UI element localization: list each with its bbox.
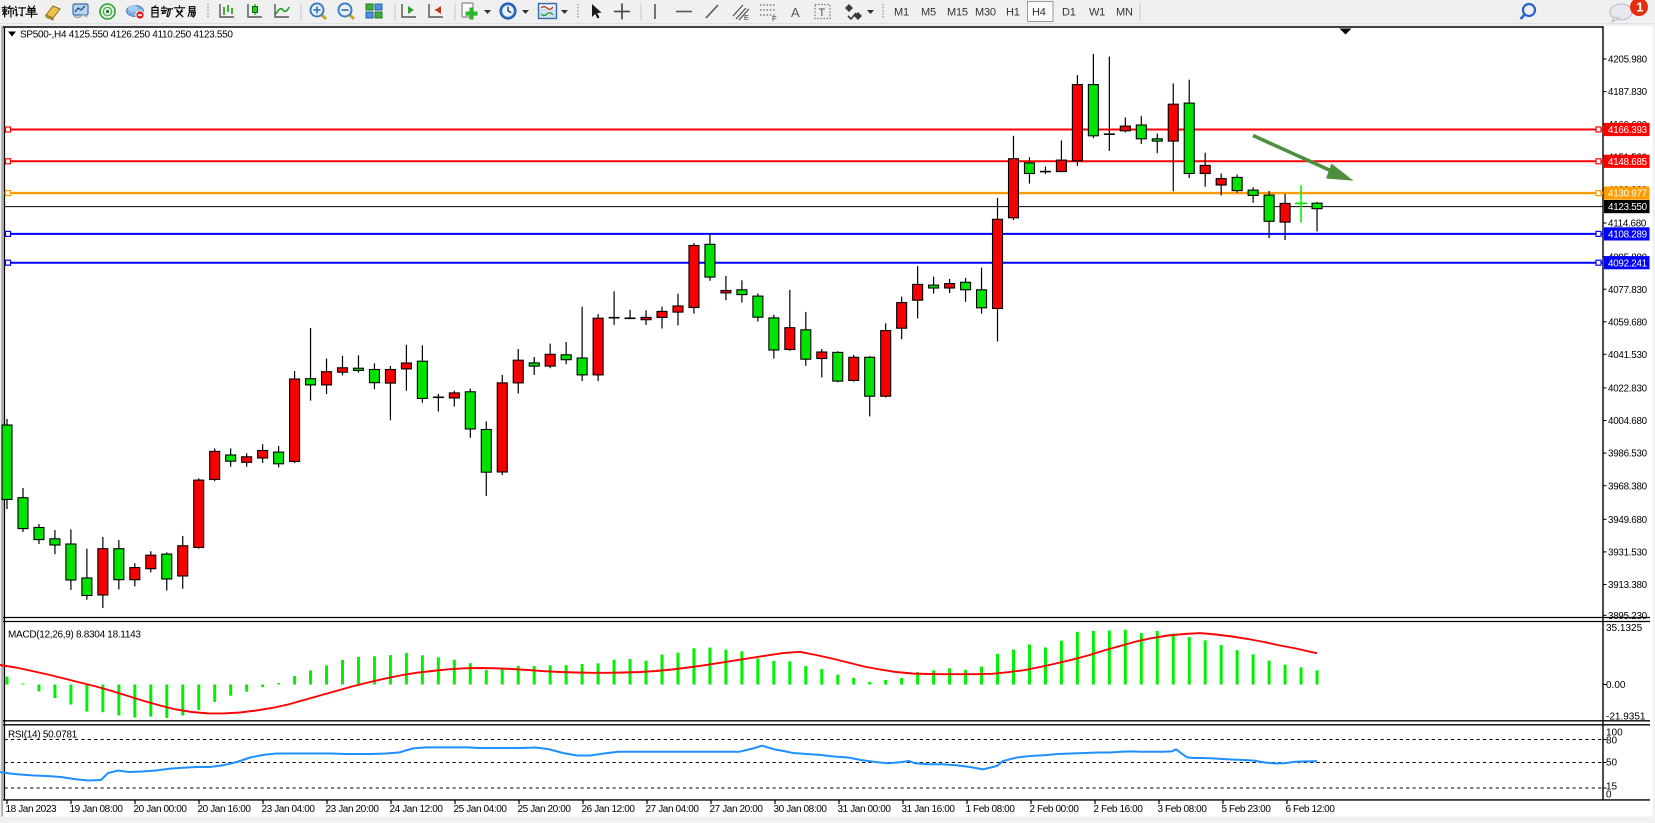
svg-text:20 Jan 16:00: 20 Jan 16:00 [198, 804, 252, 815]
svg-text:4059.680: 4059.680 [1608, 317, 1648, 328]
svg-text:4092.241: 4092.241 [1608, 258, 1647, 269]
svg-text:4166.393: 4166.393 [1608, 125, 1648, 136]
svg-text:MN: MN [1116, 6, 1133, 18]
svg-text:MACD(12,26,9) 8.8304 18.1143: MACD(12,26,9) 8.8304 18.1143 [8, 630, 141, 641]
svg-text:4077.830: 4077.830 [1608, 285, 1648, 296]
svg-text:27 Jan 20:00: 27 Jan 20:00 [710, 804, 764, 815]
svg-text:6 Feb 12:00: 6 Feb 12:00 [1286, 804, 1336, 815]
svg-text:M15: M15 [947, 6, 968, 18]
svg-text:24 Jan 12:00: 24 Jan 12:00 [390, 804, 444, 815]
svg-text:RSI(14) 50.0781: RSI(14) 50.0781 [8, 730, 78, 741]
svg-text:0: 0 [1606, 790, 1612, 801]
svg-text:-21.9351: -21.9351 [1606, 712, 1646, 723]
svg-text:25 Jan 04:00: 25 Jan 04:00 [454, 804, 508, 815]
svg-text:2 Feb 16:00: 2 Feb 16:00 [1094, 804, 1144, 815]
svg-text:M30: M30 [975, 6, 996, 18]
svg-text:3895.230: 3895.230 [1608, 611, 1648, 622]
svg-text:2 Feb 00:00: 2 Feb 00:00 [1030, 804, 1080, 815]
svg-text:T: T [819, 7, 826, 19]
svg-text:31 Jan 16:00: 31 Jan 16:00 [902, 804, 956, 815]
svg-text:31 Jan 00:00: 31 Jan 00:00 [838, 804, 892, 815]
svg-text:M5: M5 [921, 6, 936, 18]
svg-text:4114.680: 4114.680 [1608, 219, 1647, 230]
svg-text:23 Jan 04:00: 23 Jan 04:00 [262, 804, 316, 815]
svg-text:1: 1 [1636, 0, 1643, 15]
svg-text:F: F [772, 14, 777, 23]
svg-text:E: E [744, 13, 749, 22]
svg-text:4022.830: 4022.830 [1608, 384, 1648, 395]
svg-text:4130.977: 4130.977 [1608, 189, 1647, 200]
svg-text:0.00: 0.00 [1606, 680, 1626, 691]
svg-text:D1: D1 [1062, 6, 1076, 18]
svg-text:5 Feb 23:00: 5 Feb 23:00 [1222, 804, 1272, 815]
svg-text:4004.680: 4004.680 [1608, 416, 1648, 427]
svg-text:26 Jan 12:00: 26 Jan 12:00 [582, 804, 636, 815]
svg-text:W1: W1 [1089, 6, 1105, 18]
svg-text:H1: H1 [1006, 6, 1020, 18]
svg-text:23 Jan 20:00: 23 Jan 20:00 [326, 804, 380, 815]
svg-text:4205.980: 4205.980 [1608, 55, 1648, 66]
svg-text:4041.530: 4041.530 [1608, 350, 1648, 361]
svg-text:30 Jan 08:00: 30 Jan 08:00 [774, 804, 828, 815]
svg-text:3931.530: 3931.530 [1608, 548, 1648, 559]
svg-text:H4: H4 [1032, 6, 1046, 18]
svg-text:100: 100 [1606, 728, 1623, 739]
svg-text:4123.550: 4123.550 [1608, 202, 1648, 213]
svg-text:18 Jan 2023: 18 Jan 2023 [6, 804, 57, 815]
svg-text:M1: M1 [894, 6, 909, 18]
svg-text:25 Jan 20:00: 25 Jan 20:00 [518, 804, 572, 815]
svg-text:3913.380: 3913.380 [1608, 580, 1648, 591]
svg-text:A: A [791, 5, 800, 20]
svg-text:19 Jan 08:00: 19 Jan 08:00 [70, 804, 124, 815]
svg-text:80: 80 [1606, 736, 1618, 747]
svg-text:1 Feb 08:00: 1 Feb 08:00 [966, 804, 1016, 815]
svg-text:3949.680: 3949.680 [1608, 515, 1648, 526]
svg-text:27 Jan 04:00: 27 Jan 04:00 [646, 804, 700, 815]
svg-text:3 Feb 08:00: 3 Feb 08:00 [1158, 804, 1208, 815]
svg-text:15: 15 [1606, 782, 1618, 793]
svg-text:SP500-,H4 4125.550 4126.250 4: SP500-,H4 4125.550 4126.250 4110.250 412… [20, 29, 233, 40]
svg-text:20 Jan 00:00: 20 Jan 00:00 [134, 804, 188, 815]
svg-text:3968.380: 3968.380 [1608, 481, 1648, 492]
svg-text:3986.530: 3986.530 [1608, 449, 1648, 460]
svg-text:50: 50 [1606, 758, 1618, 769]
svg-text:4108.289: 4108.289 [1608, 230, 1647, 241]
svg-text:4187.830: 4187.830 [1608, 87, 1648, 98]
svg-text:4148.685: 4148.685 [1608, 157, 1648, 168]
svg-text:35.1325: 35.1325 [1606, 623, 1643, 634]
